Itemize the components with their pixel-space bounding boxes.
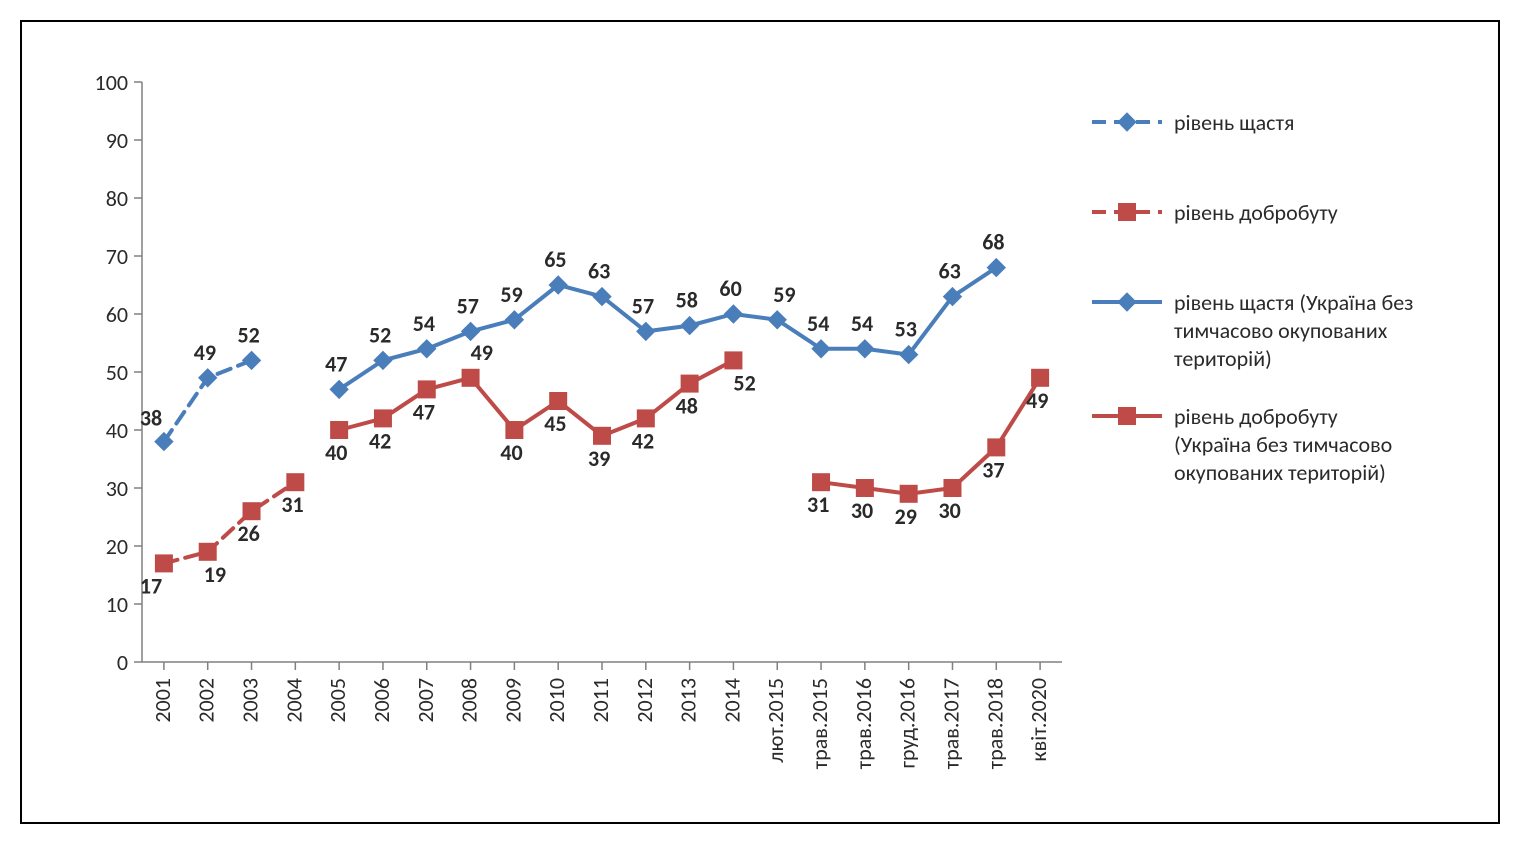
- data-label: 60: [719, 275, 741, 302]
- data-label: 54: [807, 310, 829, 337]
- y-tick-label: 50: [106, 359, 128, 386]
- y-tick-label: 60: [106, 301, 128, 328]
- y-tick-label: 10: [106, 591, 128, 618]
- data-label: 54: [413, 310, 435, 337]
- x-tick-label: 2004: [280, 678, 307, 723]
- x-tick-label: 2010: [543, 678, 570, 723]
- chart-frame: 0 10 20 30 40 50 60 70 80 90 100 2001 2002 2003 2004 20…: [20, 20, 1500, 824]
- data-label: 52: [238, 321, 260, 348]
- data-label: 37: [982, 456, 1004, 483]
- data-label: 39: [588, 445, 610, 472]
- data-label: 57: [457, 292, 479, 319]
- legend-label: рівень щастя: [1174, 109, 1294, 136]
- legend-label: рівень щастя (Україна без: [1174, 289, 1413, 316]
- data-label: 26: [238, 520, 260, 547]
- y-tick-label: 40: [106, 417, 128, 444]
- data-label: 57: [632, 292, 654, 319]
- legend-label: територій): [1174, 345, 1272, 372]
- data-label: 52: [733, 369, 755, 396]
- y-tick-label: 70: [106, 243, 128, 270]
- x-tick-label: 2003: [237, 678, 264, 723]
- series-happiness_solid: 47 52 54 57 59 65 63 57 58 60 59 54 54 53 63 68: [325, 229, 1005, 399]
- data-label: 19: [204, 561, 226, 588]
- data-label: 59: [500, 281, 522, 308]
- legend-label: тимчасово окупованих: [1174, 317, 1388, 344]
- legend-label: рівень добробуту: [1174, 403, 1338, 430]
- data-label: 30: [851, 497, 873, 524]
- data-label: 30: [938, 497, 960, 524]
- y-tick-label: 80: [106, 185, 128, 212]
- data-label: 63: [588, 258, 610, 285]
- x-tick-label: лют.2015: [762, 678, 789, 763]
- data-label: 49: [1026, 387, 1048, 414]
- data-label: 65: [544, 246, 566, 273]
- data-label: 42: [632, 427, 654, 454]
- series-wellbeing_dashed: 17 19 26 31: [140, 474, 304, 600]
- x-tick-label: 2011: [587, 678, 614, 723]
- x-tick-label: трав.2018: [981, 678, 1008, 769]
- y-tick-label: 100: [95, 69, 128, 96]
- x-tick-label: 2008: [456, 678, 483, 723]
- data-label: 68: [982, 229, 1004, 256]
- x-tick-label: 2005: [324, 678, 351, 723]
- x-tick-label: трав.2016: [850, 678, 877, 769]
- y-tick-label: 30: [106, 475, 128, 502]
- data-label: 38: [140, 405, 162, 432]
- data-label: 42: [369, 427, 391, 454]
- x-tick-label: 2001: [149, 678, 176, 723]
- x-tick-label: 2002: [193, 678, 220, 723]
- data-label: 45: [544, 410, 566, 437]
- data-label: 40: [500, 439, 522, 466]
- x-tick-label: 2009: [499, 678, 526, 723]
- x-tick-label: 2007: [412, 678, 439, 723]
- x-tick-label: груд.2016: [894, 678, 921, 769]
- y-tick-label: 90: [106, 127, 128, 154]
- data-label: 31: [281, 491, 303, 518]
- data-label: 63: [938, 258, 960, 285]
- data-label: 40: [325, 439, 347, 466]
- data-label: 54: [851, 310, 873, 337]
- data-label: 48: [676, 393, 698, 420]
- x-tick-label: квіт.2020: [1025, 678, 1052, 762]
- data-label: 59: [773, 281, 795, 308]
- legend-label: окупованих територій): [1174, 459, 1386, 486]
- x-tick-label: трав.2017: [937, 678, 964, 769]
- x-tick-label: трав.2015: [806, 678, 833, 769]
- y-tick-label: 20: [106, 533, 128, 560]
- x-tick-label: 2013: [675, 678, 702, 723]
- x-tick-label: 2006: [368, 678, 395, 723]
- legend-label: рівень добробуту: [1174, 199, 1338, 226]
- legend: рівень щастя рівень добробуту рівень щастя…: [1092, 109, 1413, 486]
- data-label: 49: [471, 339, 493, 366]
- data-label: 31: [807, 491, 829, 518]
- data-label: 58: [676, 287, 698, 314]
- data-label: 29: [895, 503, 917, 530]
- data-label: 52: [369, 321, 391, 348]
- line-chart: 0 10 20 30 40 50 60 70 80 90 100 2001 2002 2003 2004 20…: [22, 22, 1498, 822]
- x-tick-label: 2014: [718, 678, 745, 723]
- legend-label: (Україна без тимчасово: [1174, 431, 1392, 458]
- data-label: 47: [413, 398, 435, 425]
- data-label: 53: [895, 316, 917, 343]
- data-label: 49: [194, 339, 216, 366]
- data-label: 17: [140, 572, 162, 599]
- data-label: 47: [325, 350, 347, 377]
- series-wellbeing_solid: 40 42 47 49 40 45 39 42 48 52 31 30 29 30 37 49: [325, 339, 1048, 530]
- series-happiness_dashed: 38 49 52: [140, 321, 261, 450]
- y-tick-label: 0: [117, 649, 128, 676]
- x-tick-label: 2012: [631, 678, 658, 723]
